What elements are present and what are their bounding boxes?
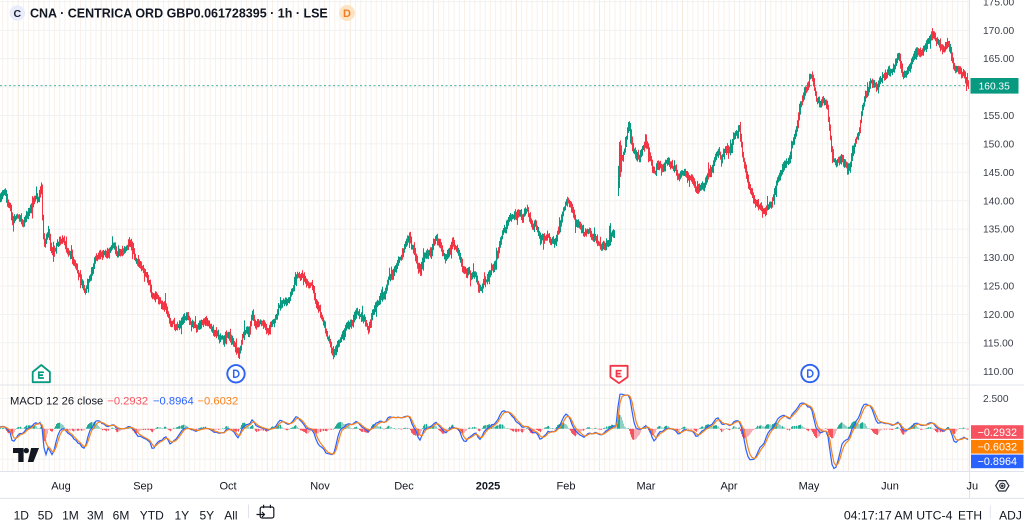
svg-text:1Y: 1Y (174, 509, 189, 521)
svg-text:04:17:17 AM UTC-4: 04:17:17 AM UTC-4 (844, 509, 953, 521)
svg-text:160.35: 160.35 (979, 82, 1010, 93)
svg-text:ETH: ETH (958, 509, 982, 521)
svg-text:120.00: 120.00 (983, 310, 1014, 321)
svg-text:Sep: Sep (133, 481, 153, 493)
svg-text:2.500: 2.500 (983, 394, 1009, 405)
svg-text:Ju: Ju (967, 481, 979, 493)
svg-text:130.00: 130.00 (983, 253, 1014, 264)
svg-text:140.00: 140.00 (983, 196, 1014, 207)
svg-text:−0.6032: −0.6032 (198, 396, 239, 408)
svg-text:175.00: 175.00 (983, 0, 1014, 8)
svg-text:145.00: 145.00 (983, 168, 1014, 179)
svg-text:Feb: Feb (557, 481, 576, 493)
svg-text:165.00: 165.00 (983, 54, 1014, 65)
svg-text:110.00: 110.00 (983, 367, 1014, 378)
svg-text:−0.8964: −0.8964 (978, 456, 1017, 468)
svg-text:1D: 1D (14, 509, 30, 521)
svg-text:5D: 5D (38, 509, 54, 521)
svg-text:155.00: 155.00 (983, 111, 1014, 122)
svg-text:170.00: 170.00 (983, 26, 1014, 37)
svg-text:Mar: Mar (637, 481, 656, 493)
svg-text:ADJ: ADJ (999, 509, 1022, 521)
svg-text:−0.8964: −0.8964 (153, 396, 194, 408)
svg-text:All: All (224, 509, 237, 521)
svg-text:150.00: 150.00 (983, 140, 1014, 151)
svg-text:Dec: Dec (394, 481, 414, 493)
svg-text:C: C (14, 8, 22, 20)
svg-text:135.00: 135.00 (983, 225, 1014, 236)
svg-text:Aug: Aug (51, 481, 71, 493)
svg-text:MACD 12 26 close: MACD 12 26 close (10, 396, 103, 408)
svg-text:D: D (343, 8, 351, 20)
svg-text:YTD: YTD (140, 509, 164, 521)
svg-text:Apr: Apr (720, 481, 737, 493)
svg-text:115.00: 115.00 (983, 338, 1014, 349)
svg-text:125.00: 125.00 (983, 282, 1014, 293)
svg-text:2025: 2025 (476, 481, 500, 493)
svg-text:5Y: 5Y (199, 509, 214, 521)
svg-text:3M: 3M (87, 509, 104, 521)
svg-text:Oct: Oct (219, 481, 236, 493)
svg-text:Jun: Jun (881, 481, 899, 493)
svg-text:−0.2932: −0.2932 (107, 396, 148, 408)
svg-text:May: May (799, 481, 820, 493)
svg-text:CNA · CENTRICA ORD GBP0.061728: CNA · CENTRICA ORD GBP0.061728395 · 1h ·… (30, 6, 328, 20)
svg-text:−0.6032: −0.6032 (978, 442, 1017, 454)
svg-text:6M: 6M (113, 509, 130, 521)
svg-text:1M: 1M (62, 509, 79, 521)
svg-text:Nov: Nov (310, 481, 330, 493)
svg-text:−0.2932: −0.2932 (978, 427, 1017, 439)
